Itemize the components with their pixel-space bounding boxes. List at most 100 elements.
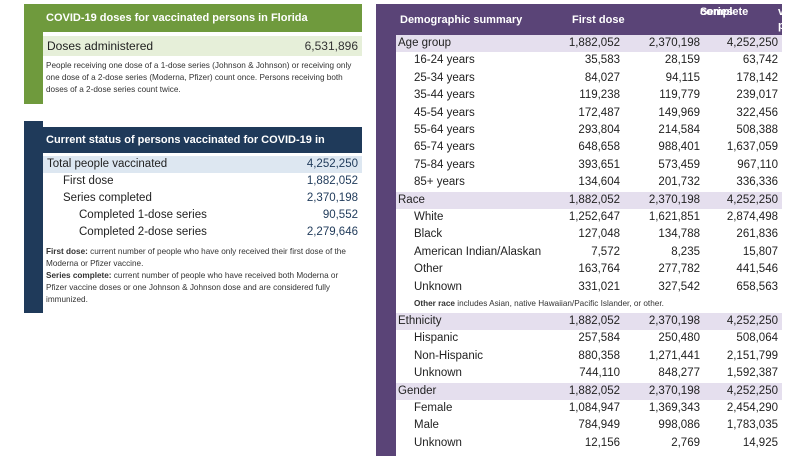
total-vaccinated-cell: 178,142 <box>736 71 778 84</box>
section-row: Age group 1,882,052 2,370,198 4,252,250 <box>396 35 782 53</box>
table-row: Hispanic 257,584 250,480 508,064 <box>396 330 782 347</box>
series-complete-cell: 1,621,851 <box>648 211 700 223</box>
total-vaccinated-cell: 4,252,250 <box>726 37 778 49</box>
series-complete-cell: 327,542 <box>658 280 700 293</box>
table-row: Black 127,048 134,788 261,836 <box>396 226 782 243</box>
race-note: Other race includes Asian, native Hawaii… <box>414 298 664 310</box>
total-vaccinated-cell: 2,454,290 <box>726 402 778 414</box>
series-complete-cell: 201,732 <box>658 176 700 189</box>
header-series-line2: complete <box>700 6 749 18</box>
total-vaccinated-cell: 508,388 <box>736 124 778 136</box>
first-dose-note-text: current number of people who have only r… <box>46 247 346 268</box>
status-row-label: Completed 2-dose series <box>79 226 207 238</box>
section-row: Race 1,882,052 2,370,198 4,252,250 <box>396 191 782 209</box>
series-complete-cell: 573,459 <box>658 158 700 171</box>
race-note-term: Other race <box>414 299 455 308</box>
first-dose-cell: 172,487 <box>578 106 620 119</box>
series-complete-cell: 277,782 <box>658 263 700 276</box>
table-row: 55-64 years 293,804 214,584 508,388 <box>396 122 782 139</box>
first-dose-cell: 744,110 <box>579 367 620 380</box>
row-label: Unknown <box>414 280 462 293</box>
row-label: 75-84 years <box>414 158 475 171</box>
race-note-text: includes Asian, native Hawaiian/Pacific … <box>454 299 664 308</box>
demographic-summary-panel: Demographic summary First dose Series co… <box>376 4 800 456</box>
total-vaccinated-cell: 1,637,059 <box>726 141 778 154</box>
doses-administered-row: Doses administered 6,531,896 <box>43 36 362 56</box>
row-label: 85+ years <box>414 176 465 189</box>
series-complete-cell: 998,086 <box>658 419 700 432</box>
doses-administered-label: Doses administered <box>47 39 154 53</box>
total-vaccinated-cell: 261,836 <box>736 228 778 241</box>
first-dose-cell: 784,949 <box>578 419 620 432</box>
series-complete-cell: 2,370,198 <box>648 37 700 49</box>
total-vaccinated-cell: 2,151,799 <box>726 349 778 362</box>
series-complete-note: Series complete: current number of peopl… <box>46 270 360 306</box>
status-row-value: 90,552 <box>322 209 358 221</box>
row-label: 55-64 years <box>414 124 475 136</box>
status-row-value: 1,882,052 <box>306 175 358 187</box>
row-label: Female <box>414 402 453 414</box>
table-row: 65-74 years 648,658 988,401 1,637,059 <box>396 139 782 156</box>
doses-panel-title: COVID-19 doses for vaccinated persons in… <box>24 4 362 32</box>
total-vaccinated-cell: 2,874,498 <box>726 211 778 223</box>
table-row: Unknown 12,156 2,769 14,925 <box>396 435 782 452</box>
first-dose-cell: 331,021 <box>578 280 620 293</box>
row-label: American Indian/Alaskan <box>414 245 542 258</box>
total-vaccinated-cell: 4,252,250 <box>726 384 778 397</box>
row-label: Age group <box>398 37 452 49</box>
status-row-total: Total people vaccinated 4,252,250 <box>43 156 362 173</box>
series-complete-cell: 119,779 <box>659 89 700 102</box>
table-row: Other 163,764 277,782 441,546 <box>396 261 782 278</box>
status-panel-accent-bar <box>24 121 43 313</box>
total-vaccinated-cell: 658,563 <box>736 280 778 293</box>
table-row: Non-Hispanic 880,358 1,271,441 2,151,799 <box>396 348 782 365</box>
row-label: 25-34 years <box>414 71 475 84</box>
row-label: 45-54 years <box>414 106 475 119</box>
first-dose-cell: 84,027 <box>584 71 620 84</box>
series-complete-cell: 2,370,198 <box>648 315 700 327</box>
first-dose-cell: 293,804 <box>578 124 620 136</box>
first-dose-cell: 163,764 <box>578 263 620 276</box>
table-row: 25-34 years 84,027 94,115 178,142 <box>396 70 782 87</box>
first-dose-cell: 119,238 <box>579 89 620 102</box>
status-row-label: Completed 1-dose series <box>79 209 207 221</box>
row-label: Race <box>398 193 425 206</box>
demographic-panel-accent-bar <box>376 4 396 456</box>
row-label: Other <box>414 263 443 276</box>
series-complete-cell: 2,370,198 <box>648 384 700 397</box>
series-complete-cell: 28,159 <box>664 54 700 67</box>
row-label: Unknown <box>414 436 462 449</box>
total-vaccinated-cell: 336,336 <box>736 176 778 189</box>
row-label: 16-24 years <box>414 54 475 67</box>
row-label: White <box>414 211 444 223</box>
table-row: Unknown 744,110 848,277 1,592,387 <box>396 365 782 382</box>
total-vaccinated-cell: 4,252,250 <box>726 193 778 206</box>
status-row-value: 2,279,646 <box>306 226 358 238</box>
series-complete-note-term: Series complete: <box>46 271 112 280</box>
header-demographic-summary: Demographic summary <box>400 14 523 26</box>
first-dose-cell: 648,658 <box>578 141 620 154</box>
demographic-table-header: Demographic summary First dose Series co… <box>376 4 800 36</box>
row-label: Unknown <box>414 367 462 380</box>
series-complete-cell: 8,235 <box>671 245 700 258</box>
first-dose-cell: 1,882,052 <box>568 315 620 327</box>
first-dose-cell: 1,882,052 <box>568 37 620 49</box>
first-dose-cell: 12,156 <box>584 436 620 449</box>
header-first-dose: First dose <box>572 14 625 26</box>
total-vaccinated-cell: 15,807 <box>742 245 778 258</box>
table-row: Unknown 331,021 327,542 658,563 <box>396 279 782 296</box>
first-dose-cell: 257,584 <box>578 332 620 345</box>
first-dose-cell: 880,358 <box>578 349 620 362</box>
header-total-line2: vaccinated <box>778 6 800 18</box>
table-row: Female 1,084,947 1,369,343 2,454,290 <box>396 400 782 417</box>
section-row: Gender 1,882,052 2,370,198 4,252,250 <box>396 382 782 400</box>
total-vaccinated-cell: 14,925 <box>742 436 778 449</box>
first-dose-cell: 7,572 <box>591 245 620 258</box>
header-total-line1: Total people <box>778 6 800 32</box>
section-row: Ethnicity 1,882,052 2,370,198 4,252,250 <box>396 313 782 331</box>
status-row-completed-1-dose: Completed 1-dose series 90,552 <box>43 207 362 224</box>
row-label: Ethnicity <box>398 315 442 327</box>
total-vaccinated-cell: 239,017 <box>736 89 778 102</box>
first-dose-cell: 1,252,647 <box>568 211 620 223</box>
doses-panel-note: People receiving one dose of a 1-dose se… <box>46 61 352 94</box>
